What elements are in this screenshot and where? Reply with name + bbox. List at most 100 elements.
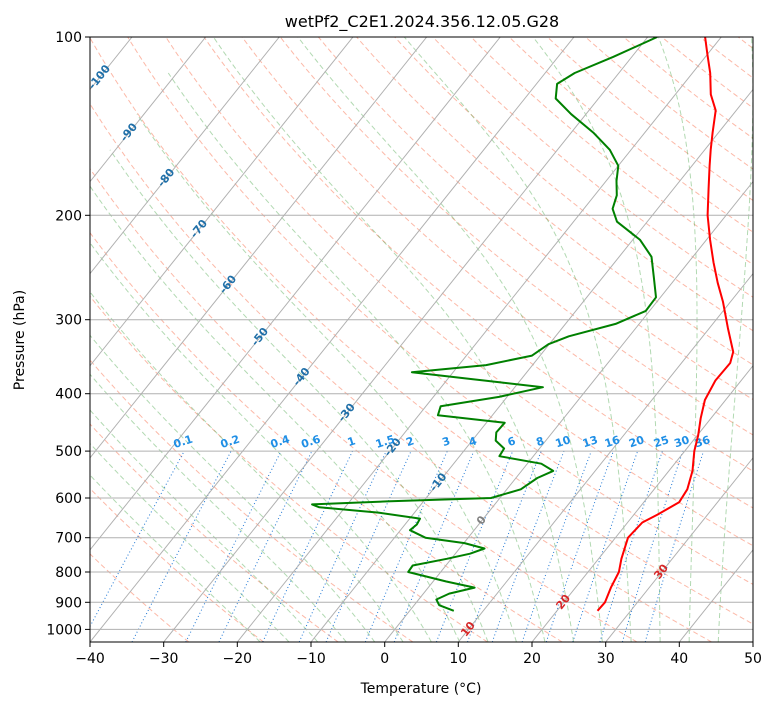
mixing-ratio-line	[491, 450, 565, 642]
moist-adiabat-line	[90, 373, 347, 642]
moist-adiabat-line	[717, 37, 753, 642]
dry-adiabat-line	[470, 37, 753, 266]
mixing-ratio-line	[572, 450, 639, 642]
isotherm-line	[310, 88, 753, 642]
dry-adiabat-line	[90, 423, 339, 642]
dry-adiabat-line	[394, 37, 753, 332]
moist-adiabats	[90, 37, 753, 642]
x-axis-label: Temperature (°C)	[360, 681, 482, 697]
y-axis-label: Pressure (hPa)	[12, 290, 28, 390]
dry-adiabat-line	[127, 37, 753, 585]
moist-adiabat-line	[167, 72, 546, 642]
dry-adiabat-line	[90, 231, 563, 642]
isotherm-line	[384, 180, 753, 642]
moist-adiabat-line	[90, 291, 404, 642]
mixing-ratio-label: 25	[652, 433, 671, 450]
chart-title: wetPf2_C2E1.2024.356.12.05.G28	[285, 12, 559, 32]
y-tick-label: 800	[55, 565, 82, 581]
temperature-profile-line	[596, 37, 735, 612]
isotherm-line	[90, 37, 428, 459]
mixing-ratio-line	[545, 450, 614, 642]
mixing-ratio-label: 6	[506, 434, 518, 449]
dry-adiabat-line	[90, 37, 753, 625]
moist-adiabat-line	[657, 37, 698, 642]
x-tick-label: 10	[449, 651, 467, 667]
isotherm-line	[163, 37, 649, 642]
mixing-ratio-label: 1.5	[374, 433, 397, 451]
y-tick-label: 600	[55, 491, 82, 507]
x-tick-label: 40	[670, 651, 688, 667]
dry-adiabat-line	[318, 37, 753, 401]
mixing-ratio-label: 4	[467, 434, 479, 449]
dry-adiabats	[90, 37, 753, 642]
mixing-ratio-line	[90, 450, 185, 628]
moist-adiabat-line	[297, 37, 603, 642]
y-tick-label: 700	[55, 531, 82, 547]
moist-adiabat-line	[212, 37, 575, 642]
mixing-ratio-label: 16	[603, 433, 622, 450]
plot-area: -100-90-80-70-60-50-40-30-20-10010203040…	[90, 37, 753, 642]
dry-adiabat-line	[203, 37, 753, 509]
mixing-ratio-label: 0.2	[219, 433, 242, 451]
dry-adiabat-line	[90, 487, 264, 642]
isotherm-grid	[90, 37, 753, 642]
isotherm-line	[90, 37, 354, 367]
x-tick-label: −10	[296, 651, 326, 667]
y-tick-label: 500	[55, 444, 82, 460]
mixing-ratio-label: 20	[627, 433, 646, 450]
mixing-ratio-label: 1	[346, 434, 357, 449]
isotherm-line	[236, 37, 722, 642]
y-tick-label: 300	[55, 313, 82, 329]
isotherm-line	[605, 457, 753, 642]
mixing-ratio-line	[435, 450, 514, 642]
y-tick-label: 900	[55, 595, 82, 611]
x-tick-label: 20	[523, 651, 541, 667]
isotherm-line	[90, 37, 501, 551]
y-tick-label: 100	[55, 30, 82, 46]
isotherm-line	[90, 37, 207, 183]
isotherm-line	[90, 37, 280, 275]
dry-adiabat-line	[90, 167, 638, 642]
mixing-ratio-label: 0.4	[269, 432, 292, 450]
plot-frame	[89, 36, 754, 643]
dry-adiabat-line	[90, 359, 414, 642]
mixing-ratio-label: 10	[554, 433, 573, 450]
x-tick-label: 30	[597, 651, 615, 667]
y-axis-ticks: 100 200 300 400 500 600 700 800 900 1000	[46, 30, 90, 638]
isotherm-line	[90, 37, 575, 642]
x-tick-label: 50	[744, 651, 762, 667]
mixing-ratio-line	[131, 450, 232, 642]
x-tick-label: −40	[75, 651, 105, 667]
mixing-ratio-labels: 0.1 0.2 0.4 0.6 1 1.5 2 3 4 6 8 10 13 16 20 25 30 36	[172, 432, 712, 450]
x-tick-label: 0	[380, 651, 389, 667]
moist-adiabat-line	[90, 474, 261, 642]
x-tick-label: −30	[149, 651, 179, 667]
x-axis-ticks: −40 −30 −20 −10 0 10 20 30 40 50	[75, 642, 762, 667]
mixing-ratio-line	[521, 450, 592, 642]
mixing-ratio-line	[325, 450, 412, 642]
moist-adiabat-line	[136, 113, 517, 642]
dry-adiabat-line	[165, 37, 753, 547]
y-tick-label: 200	[55, 208, 82, 224]
isotherm-line	[457, 272, 753, 642]
moist-adiabat-line	[90, 409, 319, 642]
y-tick-label: 1000	[46, 622, 82, 638]
mixing-ratio-label: 30	[673, 433, 692, 450]
isotherm-line	[531, 364, 753, 642]
moist-adiabat-line	[90, 185, 461, 642]
dry-adiabat-line	[547, 37, 753, 202]
mixing-ratio-label: 2	[404, 434, 415, 449]
y-tick-label: 400	[55, 387, 82, 403]
dry-adiabat-line	[623, 37, 753, 139]
mixing-ratio-label: 0.1	[172, 433, 195, 451]
mixing-ratio-line	[467, 450, 542, 642]
moist-adiabat-line	[532, 37, 661, 642]
mixing-ratio-label: 3	[441, 434, 452, 449]
mixing-ratio-label: 13	[581, 433, 600, 450]
x-tick-label: −20	[223, 651, 253, 667]
moist-adiabat-line	[90, 242, 432, 642]
mixing-ratio-line	[599, 450, 663, 642]
mixing-ratio-line	[364, 450, 448, 642]
dry-adiabat-line	[90, 295, 488, 642]
